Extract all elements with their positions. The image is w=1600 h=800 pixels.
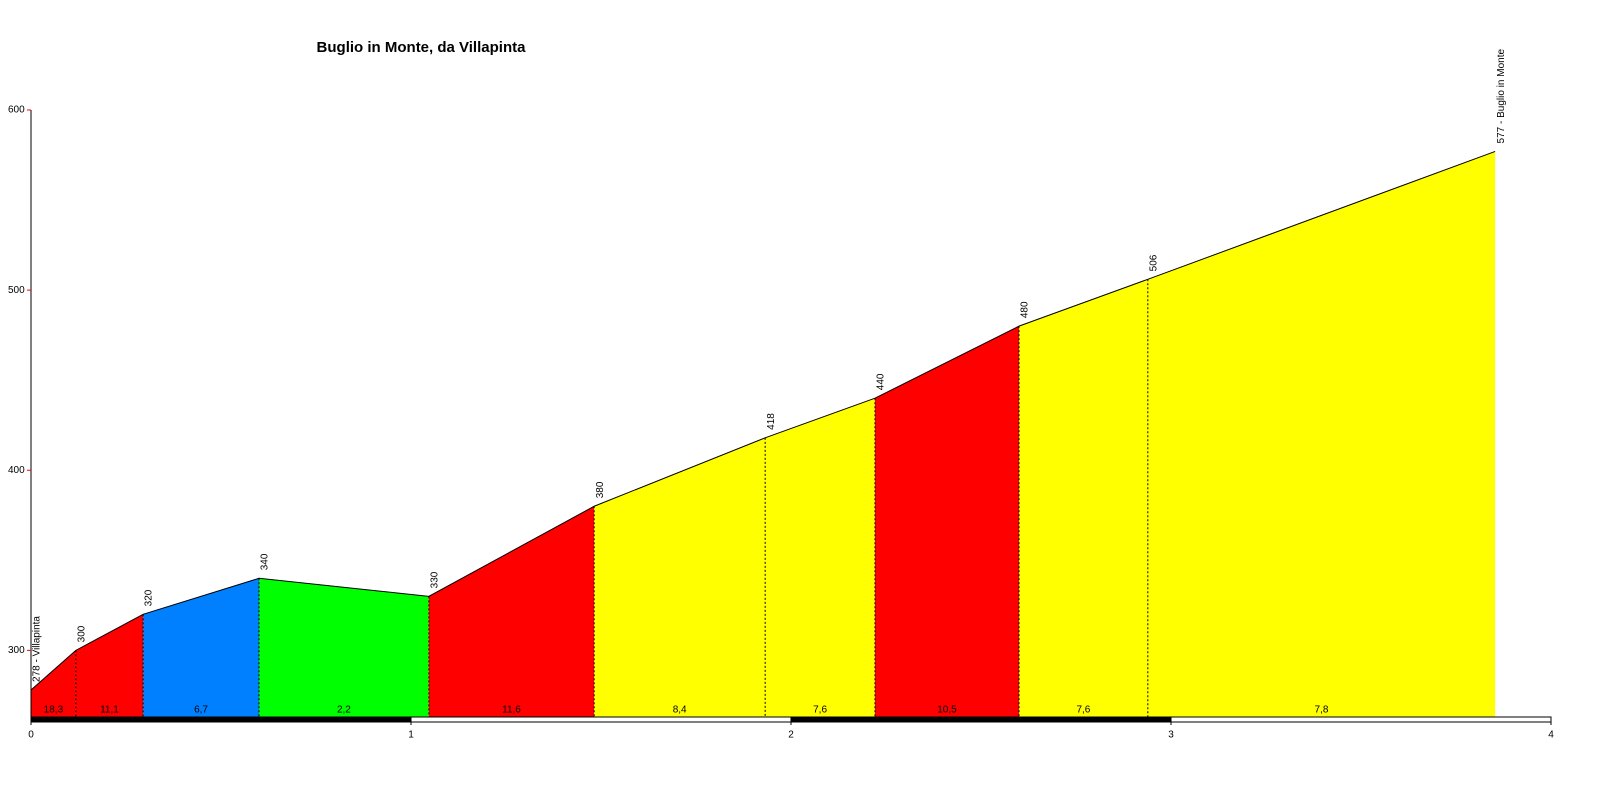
x-tick-label: 3 — [1168, 730, 1174, 741]
x-tick-label: 1 — [408, 730, 414, 741]
scale-bar — [410, 716, 792, 723]
point-label: 320 — [144, 589, 155, 606]
y-tick-label: 300 — [8, 645, 25, 656]
segment-area — [765, 398, 875, 717]
point-label: 577 - Buglio in Monte — [1496, 48, 1507, 143]
y-tick-label: 400 — [8, 465, 25, 476]
y-tick-label: 500 — [8, 285, 25, 296]
segment-area — [594, 437, 766, 717]
segment-area — [31, 650, 76, 717]
point-label: 300 — [76, 625, 87, 642]
point-label: 340 — [260, 553, 271, 570]
segment-area — [75, 614, 144, 717]
chart-title: Buglio in Monte, da Villapinta — [317, 39, 527, 56]
point-label: 418 — [766, 413, 777, 430]
segment-area — [143, 578, 259, 717]
point-label: 506 — [1148, 254, 1159, 271]
segment-area — [1147, 151, 1496, 717]
point-label: 380 — [595, 481, 606, 498]
y-tick-label: 600 — [8, 105, 25, 116]
scale-bar — [790, 716, 1172, 723]
segment-area — [874, 326, 1019, 717]
gradient-label: 11,1 — [100, 705, 119, 716]
gradient-label: 7,6 — [813, 705, 827, 716]
x-tick-label: 2 — [788, 730, 794, 741]
gradient-label: 6,7 — [194, 705, 208, 716]
gradient-label: 18,3 — [44, 705, 64, 716]
point-label: 440 — [876, 373, 887, 390]
point-label: 480 — [1020, 301, 1031, 318]
segment-area — [1019, 279, 1148, 717]
gradient-label: 2,2 — [337, 705, 351, 716]
point-label: 330 — [430, 571, 441, 588]
segment-area — [428, 506, 595, 717]
x-tick-label: 0 — [28, 730, 34, 741]
gradient-label: 7,6 — [1076, 705, 1090, 716]
scale-bar — [30, 716, 412, 723]
segment-area — [259, 578, 429, 717]
gradient-label: 7,8 — [1315, 705, 1329, 716]
x-tick-label: 4 — [1548, 730, 1554, 741]
gradient-label: 10,5 — [937, 705, 957, 716]
gradient-label: 11,6 — [502, 705, 521, 716]
point-label: 278 - Villapinta — [32, 616, 43, 682]
gradient-label: 8,4 — [673, 705, 687, 716]
profile-line — [30, 150, 1496, 691]
scale-bar — [1170, 716, 1552, 723]
